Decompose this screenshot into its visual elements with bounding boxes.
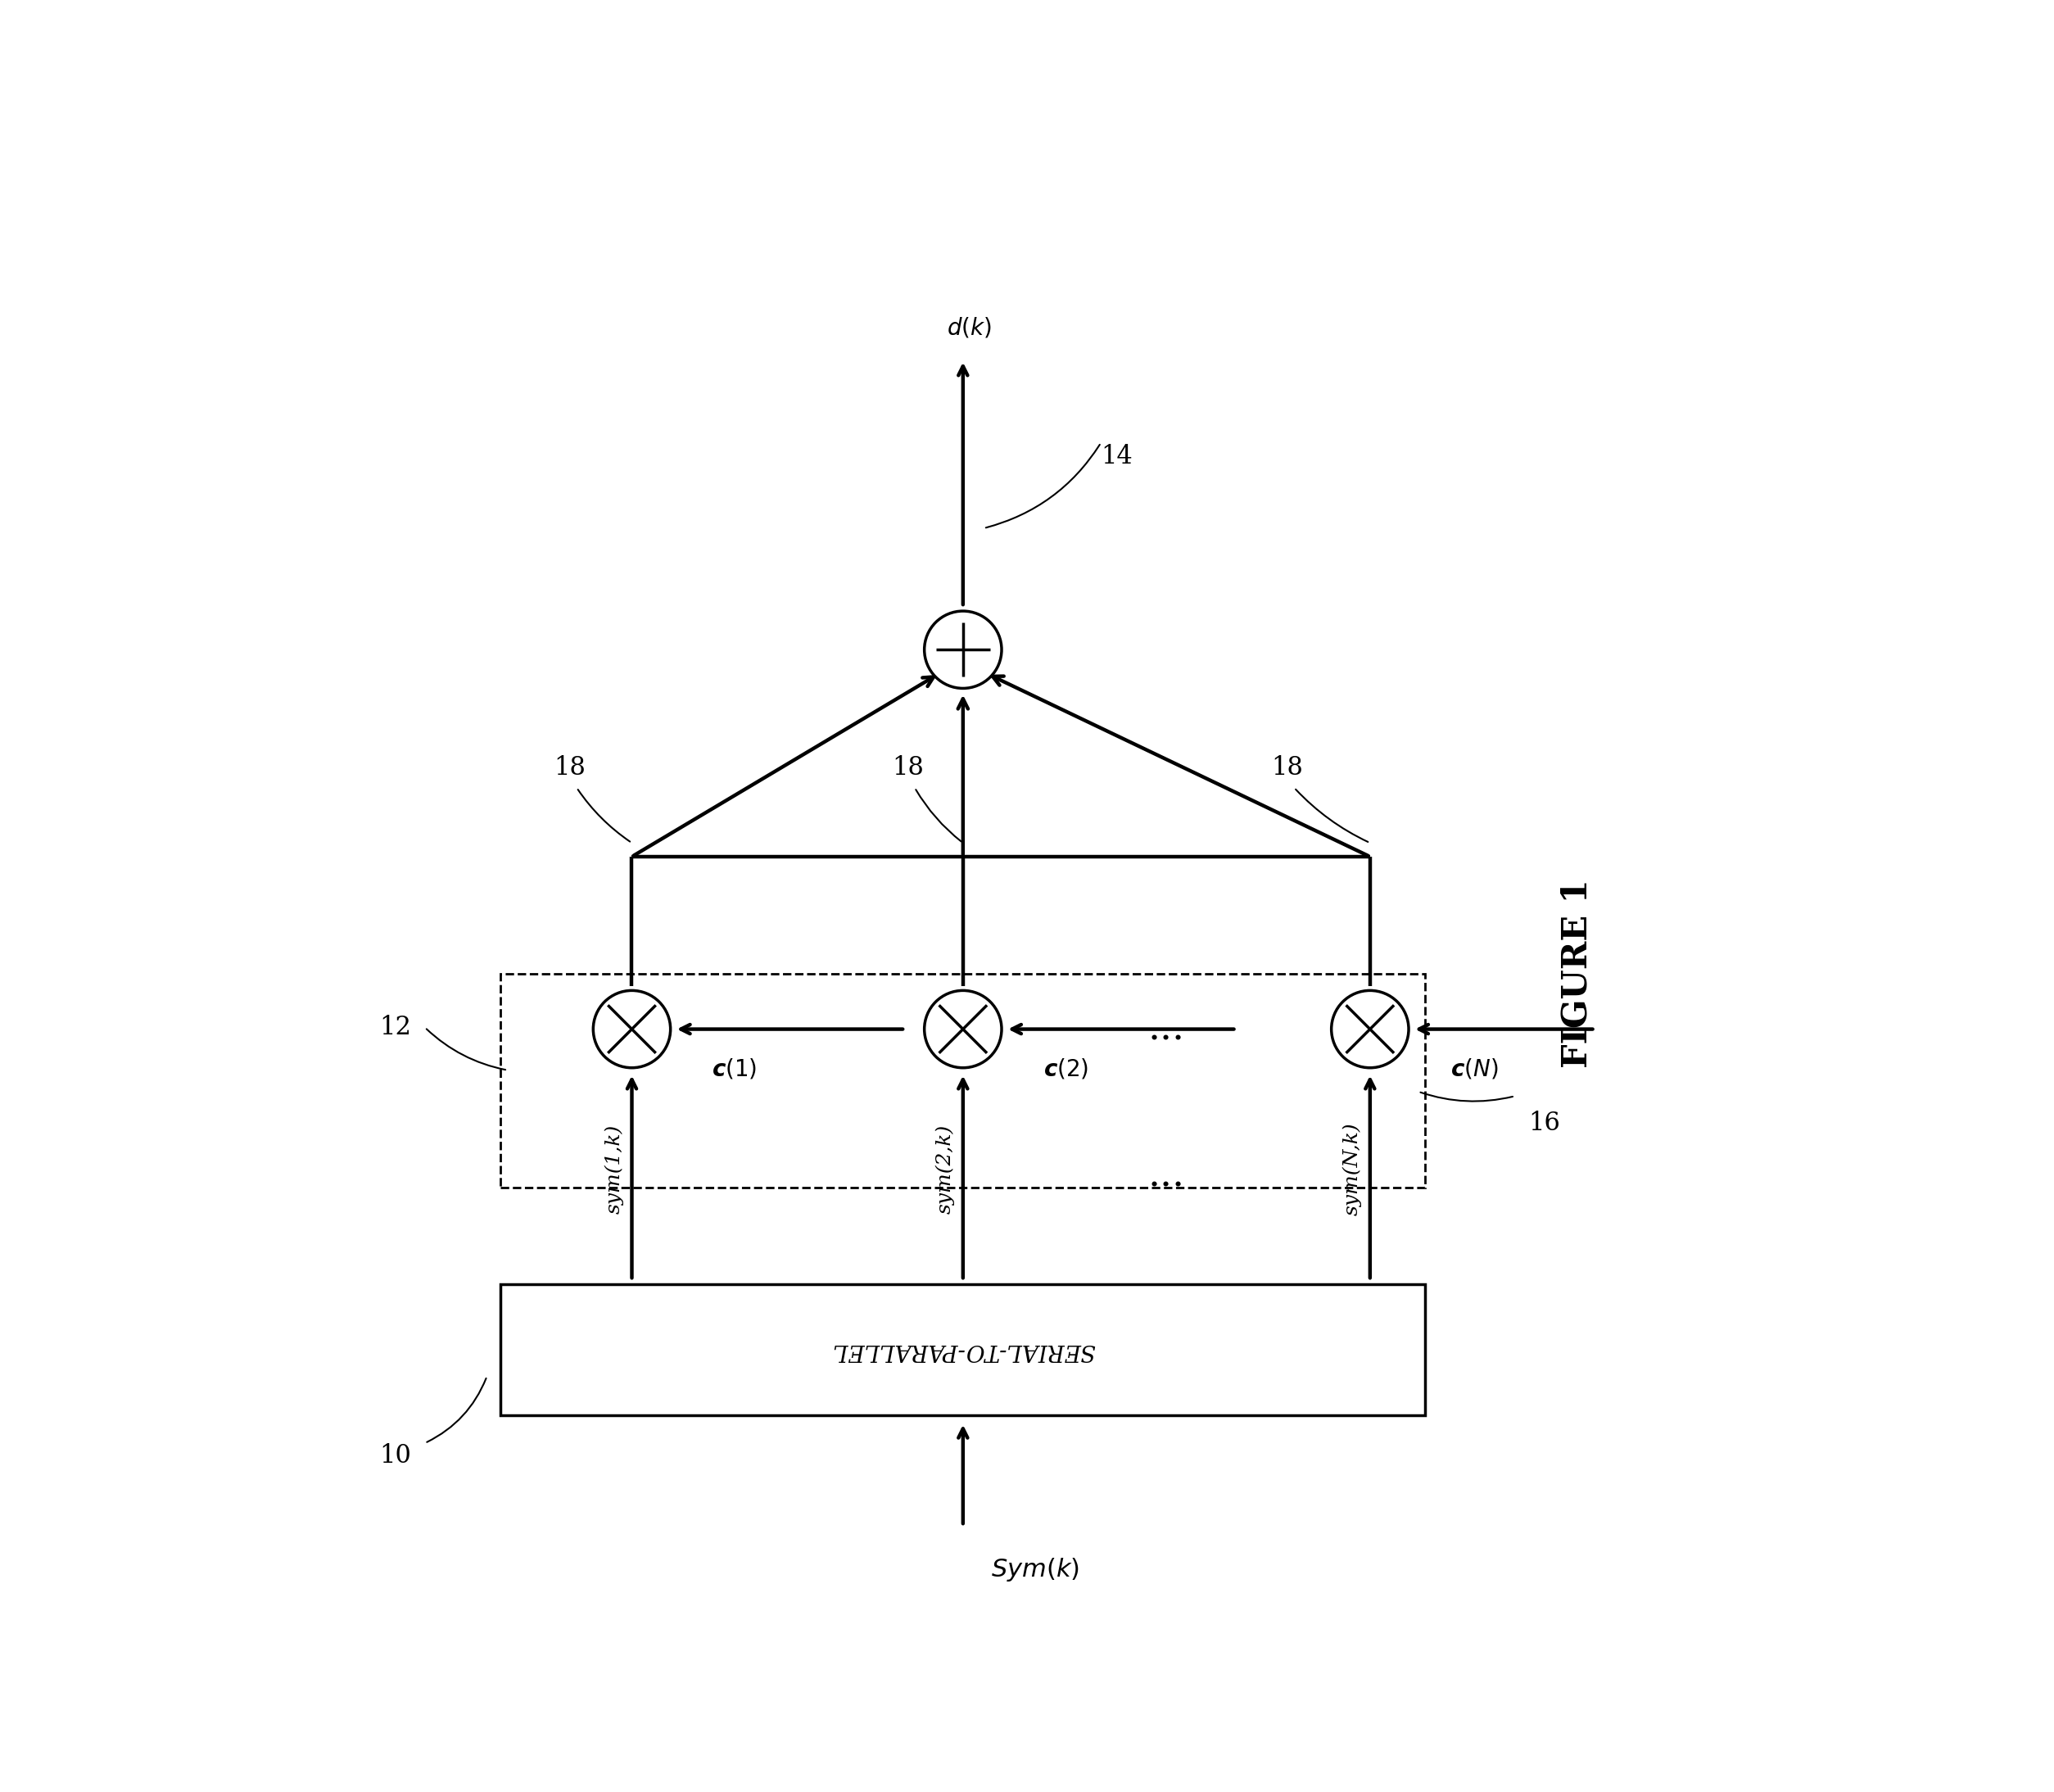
Circle shape <box>594 991 670 1068</box>
Text: 18: 18 <box>1271 756 1302 781</box>
Text: ...: ... <box>1148 1011 1185 1048</box>
Circle shape <box>924 611 1002 688</box>
Text: $\boldsymbol{c}(1)$: $\boldsymbol{c}(1)$ <box>713 1057 758 1081</box>
Bar <box>501 975 1425 1188</box>
Bar <box>501 1285 1425 1416</box>
Circle shape <box>924 991 1002 1068</box>
Text: 16: 16 <box>1528 1111 1561 1136</box>
Circle shape <box>1331 991 1409 1068</box>
Text: ...: ... <box>1148 1158 1185 1195</box>
Text: 12: 12 <box>380 1014 411 1039</box>
Text: 14: 14 <box>1101 444 1132 470</box>
Text: $d(k)$: $d(k)$ <box>947 315 992 339</box>
Text: sym(1,k): sym(1,k) <box>604 1124 624 1213</box>
Text: $\boldsymbol{c}(2)$: $\boldsymbol{c}(2)$ <box>1043 1057 1089 1081</box>
Text: 10: 10 <box>380 1443 411 1468</box>
Text: $\it{Sym}$$\it{(k)}$: $\it{Sym}$$\it{(k)}$ <box>990 1555 1078 1584</box>
Text: FIGURE 1: FIGURE 1 <box>1559 880 1594 1068</box>
Text: sym(2,k): sym(2,k) <box>935 1124 955 1213</box>
Text: 18: 18 <box>891 756 924 781</box>
Text: sym(N,k): sym(N,k) <box>1343 1122 1362 1215</box>
Text: SERIAL-TO-PARALLEL: SERIAL-TO-PARALLEL <box>832 1339 1095 1360</box>
Text: $\boldsymbol{c}(N)$: $\boldsymbol{c}(N)$ <box>1450 1057 1497 1081</box>
Text: 18: 18 <box>555 756 585 781</box>
